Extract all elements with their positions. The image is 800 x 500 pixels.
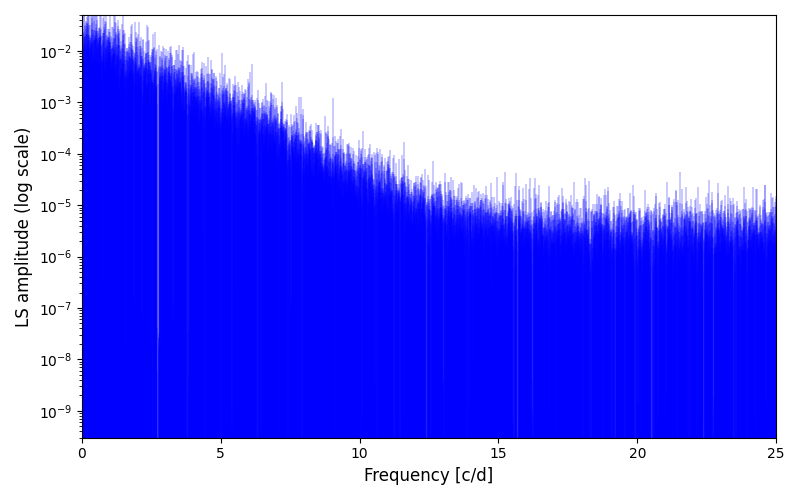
X-axis label: Frequency [c/d]: Frequency [c/d] — [364, 467, 494, 485]
Y-axis label: LS amplitude (log scale): LS amplitude (log scale) — [15, 126, 33, 326]
